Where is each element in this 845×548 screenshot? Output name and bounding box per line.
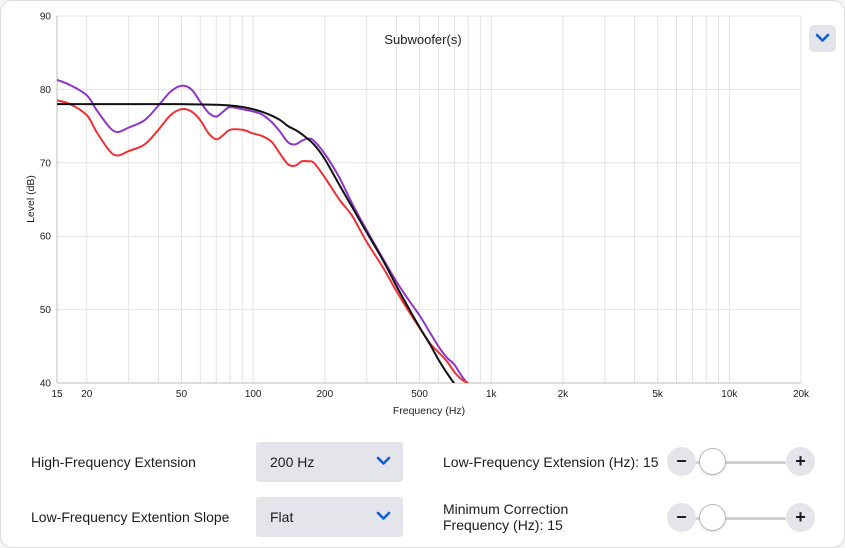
min-correction-slider-track[interactable]	[696, 517, 786, 520]
series-line-1	[57, 78, 469, 383]
chevron-down-icon	[376, 511, 391, 520]
x-tick-label: 15	[51, 389, 63, 400]
x-tick-label: 100	[245, 389, 262, 400]
lf-extension-slider-track[interactable]	[696, 461, 786, 464]
x-tick-label: 5k	[652, 389, 664, 400]
expand-button[interactable]	[809, 25, 836, 52]
x-tick-label: 20	[81, 389, 93, 400]
min-correction-label: Minimum Correction Frequency (Hz): 15	[443, 501, 568, 533]
min-correction-label-line2: Frequency (Hz): 15	[443, 517, 563, 533]
chevron-down-icon	[376, 456, 391, 465]
chevron-down-icon	[815, 33, 830, 42]
lf-extension-minus-button[interactable]: −	[667, 447, 696, 476]
chart-title: Subwoofer(s)	[384, 32, 461, 47]
y-tick-label: 50	[40, 305, 52, 316]
y-tick-label: 60	[40, 232, 52, 243]
lf-slope-value: Flat	[270, 509, 294, 525]
lf-extension-label: Low-Frequency Extension (Hz): 15	[443, 454, 659, 470]
x-tick-label: 500	[411, 389, 428, 400]
hf-extension-dropdown[interactable]: 200 Hz	[256, 442, 403, 482]
x-tick-label: 200	[316, 389, 333, 400]
lf-slope-dropdown[interactable]: Flat	[256, 497, 403, 537]
y-tick-label: 40	[40, 379, 52, 390]
chart-grid	[56, 15, 802, 384]
x-axis-ticks: 15 20 50 100 200 500 1k 2k 5k 10k 20k	[51, 389, 810, 400]
frequency-response-chart: 40 50 60 70 80 90 15 20 50 100 200 500 1k 2k 5k 10k 20k…	[25, 12, 810, 418]
lf-slope-label: Low-Frequency Extention Slope	[31, 509, 230, 525]
x-tick-label: 20k	[793, 389, 810, 400]
min-correction-slider-thumb[interactable]	[699, 504, 726, 531]
min-correction-label-line1: Minimum Correction	[443, 501, 569, 517]
y-axis-label: Level (dB)	[25, 175, 37, 223]
y-tick-label: 90	[40, 12, 52, 23]
min-correction-minus-button[interactable]: −	[667, 503, 696, 532]
series-line-2	[57, 99, 469, 383]
x-tick-label: 10k	[721, 389, 738, 400]
series-line-3	[57, 103, 456, 383]
lf-extension-slider-thumb[interactable]	[699, 448, 726, 475]
min-correction-plus-button[interactable]: +	[786, 503, 815, 532]
x-tick-label: 1k	[486, 389, 498, 400]
y-tick-label: 70	[40, 158, 52, 169]
x-axis-label: Frequency (Hz)	[393, 405, 465, 417]
hf-extension-value: 200 Hz	[270, 454, 315, 470]
hf-extension-label: High-Frequency Extension	[31, 454, 196, 470]
x-tick-label: 2k	[558, 389, 570, 400]
lf-extension-plus-button[interactable]: +	[786, 447, 815, 476]
y-tick-label: 80	[40, 85, 52, 96]
chart-series	[57, 78, 469, 383]
x-tick-label: 50	[176, 389, 188, 400]
y-axis-ticks: 40 50 60 70 80 90	[40, 12, 52, 390]
